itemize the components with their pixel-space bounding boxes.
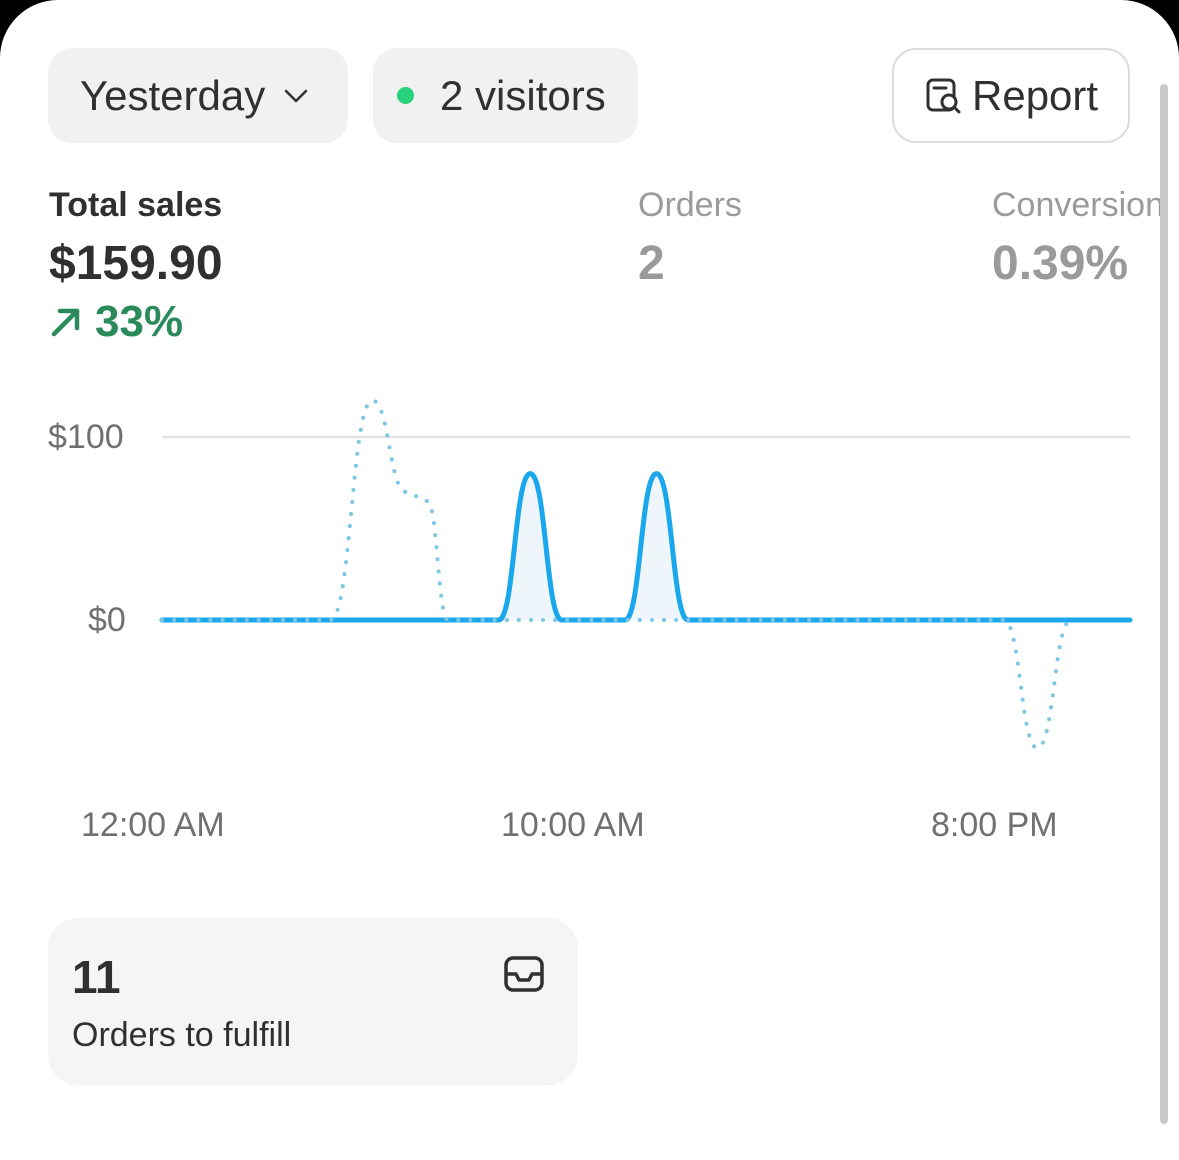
conversion-metric[interactable]: Conversion 0.39%	[992, 185, 1164, 293]
orders-metric[interactable]: Orders 2	[638, 185, 742, 293]
arrow-up-right-icon	[51, 308, 80, 337]
sales-change: 33%	[49, 297, 223, 347]
total-sales-label: Total sales	[49, 186, 223, 224]
x-tick-end: 8:00 PM	[931, 806, 1058, 844]
total-sales-metric[interactable]: Total sales $159.90 33%	[49, 185, 223, 347]
x-tick-mid: 10:00 AM	[501, 806, 645, 844]
sales-chart	[159, 398, 1133, 751]
chevron-down-icon	[285, 89, 308, 102]
scrollbar[interactable]	[1160, 84, 1168, 1124]
y-tick-100: $100	[48, 418, 124, 456]
conversion-label: Conversion	[992, 186, 1164, 224]
orders-value: 2	[638, 237, 665, 290]
report-label: Report	[972, 71, 1099, 119]
series-area-0	[162, 473, 1130, 620]
inbox-icon	[504, 956, 544, 992]
sales-change-value: 33%	[95, 297, 184, 346]
report-search-icon	[926, 78, 961, 113]
live-visitors-pill[interactable]: 2 visitors	[373, 48, 638, 143]
fulfill-count: 11	[72, 951, 121, 1003]
date-range-label: Yesterday	[80, 71, 266, 119]
orders-label: Orders	[638, 186, 742, 224]
y-tick-0: $0	[88, 601, 126, 639]
report-button[interactable]: Report	[892, 48, 1130, 143]
fulfill-label: Orders to fulfill	[72, 1016, 292, 1054]
live-status-dot	[397, 87, 414, 104]
orders-to-fulfill-card[interactable]: 11 Orders to fulfill	[48, 918, 578, 1085]
total-sales-value: $159.90	[49, 237, 223, 290]
date-range-dropdown[interactable]: Yesterday	[48, 48, 348, 143]
series-line-previous	[160, 398, 1074, 751]
visitors-label: 2 visitors	[440, 71, 606, 119]
x-tick-start: 12:00 AM	[81, 806, 225, 844]
conversion-value: 0.39%	[992, 237, 1129, 290]
